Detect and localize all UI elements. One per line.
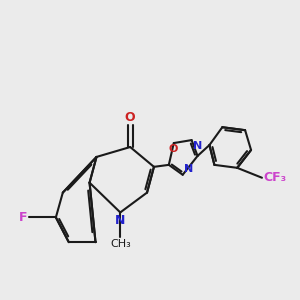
Text: CH₃: CH₃ xyxy=(110,239,131,249)
Text: F: F xyxy=(19,211,27,224)
Text: O: O xyxy=(168,144,178,154)
Text: N: N xyxy=(193,141,202,151)
Text: O: O xyxy=(125,111,136,124)
Text: CF₃: CF₃ xyxy=(263,171,286,184)
Text: N: N xyxy=(184,164,193,174)
Text: N: N xyxy=(115,214,125,227)
